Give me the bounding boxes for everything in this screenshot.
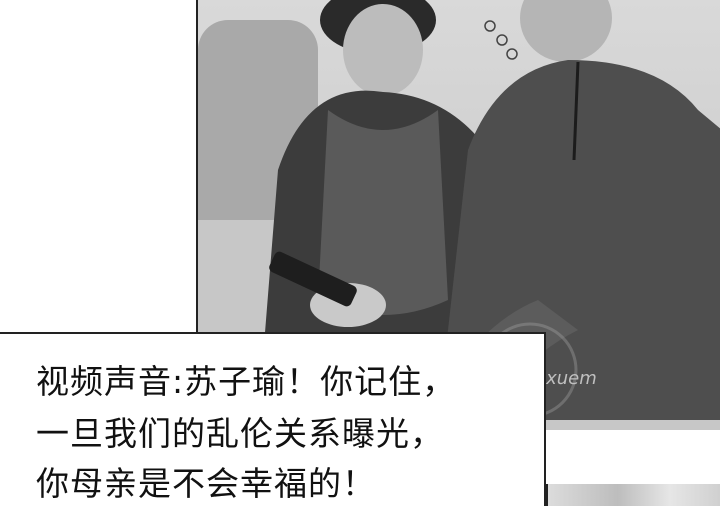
caption-box: 视频声音:苏子瑜！你记住， 一旦我们的乱伦关系曝光， 你母亲是不会幸福的！ — [0, 332, 546, 506]
caption-line-1: 视频声音:苏子瑜！你记住， — [36, 362, 457, 401]
caption-line-3: 你母亲是不会幸福的！ — [36, 464, 376, 503]
watermark-text: eixuem — [530, 368, 597, 389]
caption-line-2: 一旦我们的乱伦关系曝光， — [36, 414, 444, 453]
next-panel-strip — [546, 484, 720, 506]
